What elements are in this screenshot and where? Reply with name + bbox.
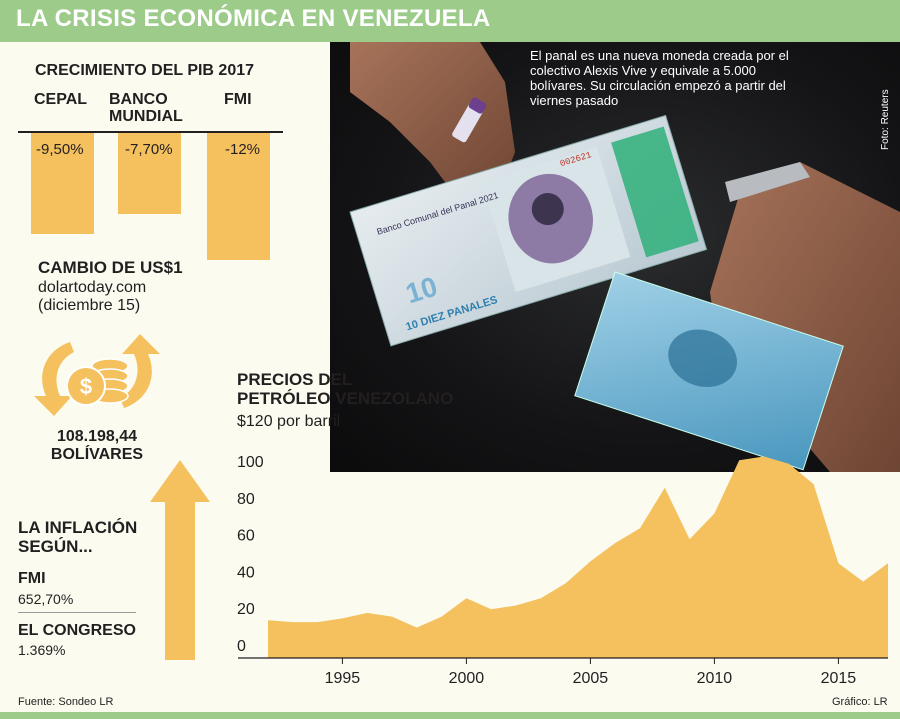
cambio-source-date: (diciembre 15) (38, 297, 141, 314)
x-tick-label: 2015 (821, 670, 857, 687)
inflacion-fmi-value: 652,70% (18, 591, 74, 607)
svg-text:$: $ (80, 374, 92, 399)
cambio-unit: BOLÍVARES (50, 446, 144, 463)
title-bar (0, 0, 900, 42)
y-tick-label: 20 (237, 601, 255, 618)
cambio-amount: 108.198,44 (56, 428, 138, 445)
oil-title: PRECIOS DEL PETRÓLEO VENEZOLANO (237, 370, 454, 408)
x-tick-label: 1995 (325, 670, 361, 687)
oil-price-area (268, 456, 888, 658)
inflacion-fmi-name: FMI (18, 570, 46, 587)
photo-panal-note: 10 Banco Comunal del Panal 2021 10 DIEZ … (330, 42, 900, 472)
inflacion-separator (18, 612, 136, 613)
pib-label-banco-mundial: BANCO MUNDIAL (109, 91, 183, 125)
cambio-title: CAMBIO DE US$1 (38, 258, 183, 277)
x-tick-label: 2005 (573, 670, 609, 687)
pib-bar-banco-mundial (118, 133, 181, 214)
pib-value-cepal: -9,50% (36, 141, 84, 158)
pib-title: CRECIMIENTO DEL PIB 2017 (35, 62, 255, 79)
y-tick-label: 40 (237, 564, 255, 581)
pib-label-fmi: FMI (224, 91, 252, 108)
pib-value-fmi: -12% (225, 141, 261, 158)
cambio-source: dolartoday.com (diciembre 15) (38, 279, 146, 315)
panal-note: 10 Banco Comunal del Panal 2021 10 DIEZ … (349, 114, 708, 347)
pib-baseline (18, 131, 283, 133)
footer-source: Fuente: Sondeo LR (18, 696, 114, 708)
x-tick-label: 2010 (697, 670, 733, 687)
bottom-strip (0, 712, 900, 719)
pib-bar-cepal (31, 133, 94, 234)
coins-exchange-icon: $ (34, 334, 160, 416)
up-arrow-icon (150, 460, 210, 660)
y-tick-label: 80 (237, 491, 255, 508)
inflacion-congreso-name: EL CONGRESO (18, 622, 136, 639)
inflacion-congreso-value: 1.369% (18, 642, 66, 658)
hand-left (350, 42, 515, 202)
photo-caption: El panal es una nueva moneda creada por … (530, 48, 789, 108)
y-tick-label: 60 (237, 528, 255, 545)
y-tick-label: 0 (237, 638, 246, 655)
panal-note-blue (574, 271, 844, 471)
hand-right (710, 162, 900, 472)
cambio-source-site: dolartoday.com (38, 279, 147, 296)
pib-value-banco-mundial: -7,70% (125, 141, 173, 158)
inflacion-title: LA INFLACIÓN SEGÚN... (18, 518, 138, 556)
footer-credit: Gráfico: LR (832, 696, 888, 708)
bracelet (725, 162, 810, 202)
page-title: LA CRISIS ECONÓMICA EN VENEZUELA (16, 5, 491, 32)
photo-illustration: 10 Banco Comunal del Panal 2021 10 DIEZ … (349, 42, 900, 472)
cambio-value: 108.198,44 BOLÍVARES (22, 428, 172, 464)
y-tick-label: 100 (237, 454, 264, 471)
oil-unit-label: $120 por barril (237, 413, 341, 430)
pib-label-cepal: CEPAL (34, 91, 88, 108)
x-tick-label: 2000 (449, 670, 485, 687)
pib-bar-fmi (207, 133, 270, 260)
